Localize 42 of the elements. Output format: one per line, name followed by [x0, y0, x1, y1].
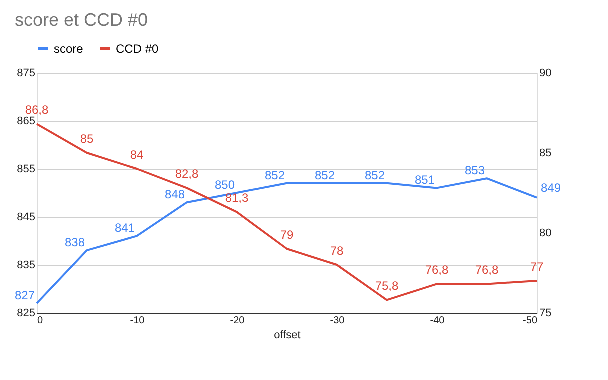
y2-tick-label: 75 — [540, 308, 552, 320]
x-tick-label: -10 — [130, 316, 146, 326]
data-label: 848 — [164, 188, 186, 202]
x-tick-label: -50 — [523, 316, 538, 326]
data-label: 852 — [364, 168, 386, 182]
data-label: 76,8 — [475, 263, 499, 278]
y-tick-label: 835 — [17, 260, 36, 272]
x-axis-title: offset — [274, 330, 301, 342]
data-label: 849 — [541, 180, 562, 195]
data-label: 851 — [414, 173, 436, 188]
data-label: 79 — [280, 228, 294, 242]
y2-tick-label: 85 — [540, 148, 552, 160]
x-tick-label: -20 — [230, 316, 246, 326]
y-tick-label: 865 — [17, 116, 36, 128]
data-label: 77 — [530, 260, 544, 274]
x-tick-label: -40 — [430, 316, 446, 326]
data-label: 841 — [114, 221, 136, 236]
y2-tick-label: 80 — [540, 228, 552, 240]
data-label: 76,8 — [425, 263, 449, 278]
y2-tick-label: 90 — [540, 68, 552, 80]
data-label: 852 — [264, 168, 286, 182]
data-label: 850 — [214, 178, 236, 192]
legend-label: CCD #0 — [116, 42, 160, 56]
data-label: 852 — [314, 168, 336, 182]
y-tick-label: 845 — [17, 212, 36, 224]
y-tick-label: 855 — [17, 164, 36, 176]
y-tick-label: 875 — [17, 68, 36, 80]
chart-title: score et CCD #0 — [14, 10, 148, 30]
data-label: 75,8 — [375, 279, 399, 294]
data-label: 81,3 — [225, 191, 249, 206]
data-label: 86,8 — [25, 103, 49, 118]
data-label: 78 — [330, 244, 344, 258]
y-tick-label: 825 — [17, 308, 36, 320]
legend-label: score — [54, 42, 84, 56]
data-label: 84 — [130, 148, 144, 162]
data-label: 853 — [464, 164, 486, 178]
data-label: 82,8 — [175, 167, 199, 182]
data-label: 85 — [80, 132, 94, 146]
data-label: 827 — [14, 288, 36, 302]
data-label: 838 — [64, 236, 86, 250]
x-tick-label: -30 — [330, 316, 346, 326]
x-tick-label: 0 — [38, 316, 44, 326]
